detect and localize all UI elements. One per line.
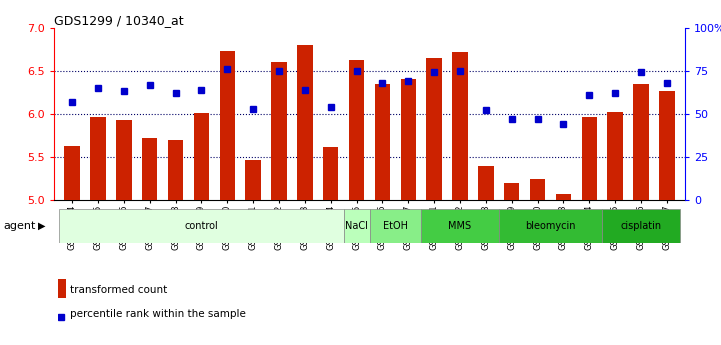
Bar [421, 209, 499, 243]
Text: MMS: MMS [448, 221, 472, 231]
Bar [607, 112, 623, 200]
Text: control: control [185, 221, 218, 231]
Bar [220, 51, 235, 200]
Bar [64, 146, 80, 200]
Bar [59, 209, 344, 243]
Bar [271, 62, 287, 200]
Bar [426, 58, 442, 200]
Bar [530, 178, 545, 200]
Bar [582, 117, 597, 200]
Bar [633, 84, 649, 200]
Bar [194, 113, 209, 200]
Bar [323, 147, 338, 200]
Text: cisplatin: cisplatin [621, 221, 662, 231]
Bar [401, 79, 416, 200]
Text: agent: agent [4, 221, 36, 231]
Bar [245, 159, 261, 200]
Text: ▶: ▶ [37, 221, 45, 231]
Text: GDS1299 / 10340_at: GDS1299 / 10340_at [54, 14, 184, 27]
Bar [168, 140, 183, 200]
Bar [90, 117, 106, 200]
Bar [344, 209, 369, 243]
Bar [116, 120, 132, 200]
Bar [452, 52, 468, 200]
Text: bleomycin: bleomycin [526, 221, 576, 231]
Bar [349, 60, 364, 200]
Bar [659, 90, 675, 200]
Bar [602, 209, 680, 243]
Bar [504, 183, 519, 200]
Bar [499, 209, 602, 243]
Bar [369, 209, 421, 243]
Bar [142, 138, 157, 200]
Bar [375, 84, 390, 200]
Text: EtOH: EtOH [383, 221, 408, 231]
Text: transformed count: transformed count [70, 285, 167, 295]
Text: NaCl: NaCl [345, 221, 368, 231]
Bar [478, 166, 494, 200]
Bar [297, 45, 313, 200]
Text: percentile rank within the sample: percentile rank within the sample [70, 309, 246, 319]
Bar [556, 194, 571, 200]
